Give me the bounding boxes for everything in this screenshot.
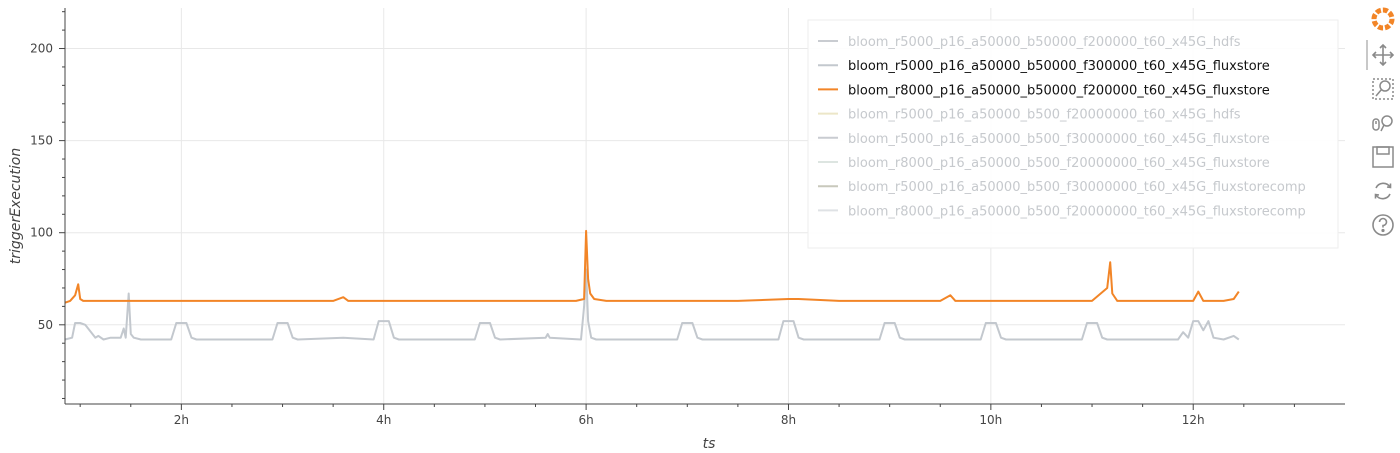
x-tick-label: 6h (578, 413, 593, 427)
x-tick-label: 4h (376, 413, 391, 427)
legend-item[interactable]: bloom_r8000_p16_a50000_b500_f20000000_t6… (818, 204, 1306, 219)
legend-label: bloom_r5000_p16_a50000_b500_f20000000_t6… (848, 108, 1241, 123)
series-line-2 (64, 229, 1240, 304)
legend-label: bloom_r5000_p16_a50000_b50000_f200000_t6… (848, 35, 1241, 50)
legend-label: bloom_r8000_p16_a50000_b500_f20000000_t6… (848, 156, 1270, 171)
legend-box (807, 19, 1339, 249)
series-lines (64, 229, 1240, 341)
active-tool-indicator (1366, 40, 1368, 70)
y-tick-label: 200 (30, 42, 53, 56)
x-tick-label: 12h (1182, 413, 1205, 427)
x-tick-label: 2h (174, 413, 189, 427)
legend-label: bloom_r5000_p16_a50000_b50000_f300000_t6… (848, 59, 1270, 74)
legend-item[interactable]: bloom_r8000_p16_a50000_b50000_f200000_t6… (818, 83, 1270, 98)
legend-label: bloom_r5000_p16_a50000_b500_f30000000_t6… (848, 180, 1306, 195)
wheel-zoom-icon[interactable] (1370, 110, 1396, 136)
legend-item[interactable]: bloom_r5000_p16_a50000_b500_f30000000_t6… (818, 180, 1306, 195)
box-zoom-icon[interactable] (1370, 76, 1396, 102)
series-line-1 (64, 268, 1240, 341)
legend-item[interactable]: bloom_r5000_p16_a50000_b500_f20000000_t6… (818, 108, 1241, 123)
y-axis-title: triggerExecution (8, 148, 24, 264)
x-tick-label: 10h (979, 413, 1002, 427)
help-icon[interactable] (1370, 212, 1396, 238)
x-tick-label: 8h (781, 413, 796, 427)
chart: 2h 4h 6h 8h 10h 12h 50 100 150 200 bloom_r5000_p1… (8, 8, 1345, 452)
legend-item[interactable]: bloom_r5000_p16_a50000_b50000_f200000_t6… (818, 35, 1241, 50)
legend-label: bloom_r5000_p16_a50000_b500_f30000000_t6… (848, 132, 1270, 147)
save-icon[interactable] (1370, 144, 1396, 170)
legend-label: bloom_r8000_p16_a50000_b50000_f200000_t6… (848, 83, 1270, 98)
legend-item[interactable]: bloom_r5000_p16_a50000_b500_f30000000_t6… (818, 132, 1270, 147)
y-tick-label: 150 (30, 134, 53, 148)
legend-label: bloom_r8000_p16_a50000_b500_f20000000_t6… (848, 204, 1306, 219)
x-axis-title: ts (703, 436, 716, 452)
reset-icon[interactable] (1370, 178, 1396, 204)
legend-item[interactable]: bloom_r5000_p16_a50000_b50000_f300000_t6… (818, 59, 1270, 74)
axes: 2h 4h 6h 8h 10h 12h 50 100 150 200 (30, 8, 1345, 427)
y-tick-label: 50 (38, 318, 53, 332)
y-tick-label: 100 (30, 226, 53, 240)
legend-item[interactable]: bloom_r8000_p16_a50000_b500_f20000000_t6… (818, 156, 1270, 171)
toolbar (1366, 4, 1400, 254)
legend[interactable]: bloom_r5000_p16_a50000_b50000_f200000_t6… (807, 19, 1339, 249)
bokeh-logo-icon[interactable] (1370, 6, 1396, 32)
pan-icon[interactable] (1370, 42, 1396, 68)
